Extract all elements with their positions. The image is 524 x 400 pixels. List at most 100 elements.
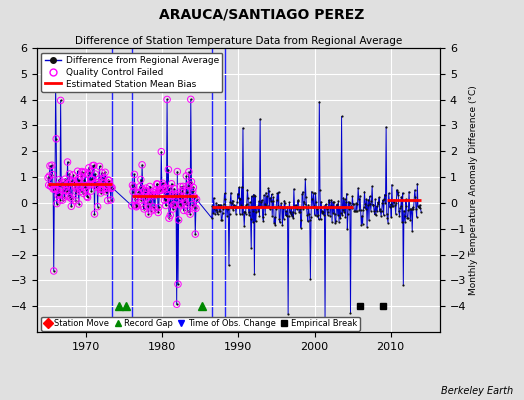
Point (132, 204, 140, 210)
Point (100, 179, 108, 186)
Point (388, 182, 396, 188)
Point (166, 185, 174, 192)
Point (329, 210, 337, 216)
Point (56, 197, 64, 203)
Point (340, 209, 348, 215)
Point (264, 185, 272, 191)
Text: Berkeley Earth: Berkeley Earth (441, 386, 514, 396)
Point (158, 187, 166, 193)
Point (353, 207, 361, 214)
Y-axis label: Monthly Temperature Anomaly Difference (°C): Monthly Temperature Anomaly Difference (… (469, 85, 478, 295)
Point (178, 187, 187, 194)
Point (332, 203, 341, 210)
Point (192, 205, 200, 212)
Point (134, 194, 142, 200)
Point (99, 186, 107, 193)
Point (282, 208, 290, 215)
Point (231, 204, 239, 210)
Point (57, 97, 65, 104)
Point (99, 176, 107, 183)
Point (250, 271, 259, 277)
Point (44, 174, 52, 181)
Point (85, 181, 94, 188)
Point (388, 202, 397, 209)
Point (74, 201, 83, 207)
Point (236, 210, 244, 217)
Point (234, 190, 242, 197)
Point (178, 194, 186, 201)
Point (337, 113, 346, 120)
Point (183, 208, 192, 214)
Point (233, 203, 241, 210)
Point (374, 199, 382, 206)
Point (61, 176, 69, 182)
Point (256, 116, 264, 122)
Point (150, 192, 158, 199)
Point (134, 189, 143, 196)
Point (189, 188, 197, 194)
Point (77, 188, 85, 195)
Point (336, 214, 344, 221)
Point (83, 193, 91, 200)
Point (328, 219, 336, 225)
Point (270, 214, 279, 221)
Point (181, 199, 189, 205)
Point (167, 199, 175, 205)
Point (73, 168, 82, 174)
Point (180, 197, 189, 204)
Point (213, 209, 221, 215)
Point (163, 192, 172, 199)
Point (100, 174, 108, 181)
Point (54, 177, 63, 183)
Point (375, 194, 384, 201)
Point (293, 206, 301, 212)
Point (269, 194, 278, 200)
Point (100, 174, 108, 181)
Point (144, 203, 152, 210)
Point (331, 210, 339, 217)
Point (140, 188, 149, 194)
Point (410, 197, 418, 204)
Point (316, 186, 324, 193)
Point (211, 211, 219, 218)
Point (162, 196, 171, 202)
Point (152, 187, 160, 193)
Point (177, 183, 185, 190)
Point (135, 190, 143, 196)
Point (82, 182, 91, 189)
Point (148, 189, 157, 195)
Point (281, 200, 289, 207)
Point (60, 179, 68, 186)
Point (222, 205, 230, 212)
Point (183, 208, 192, 214)
Point (102, 184, 111, 190)
Point (80, 184, 88, 190)
Point (302, 194, 310, 200)
Point (62, 184, 70, 190)
Point (184, 168, 193, 175)
Point (169, 206, 177, 212)
Point (172, 301, 181, 308)
Point (187, 178, 195, 185)
Point (58, 197, 67, 203)
Point (373, 208, 381, 214)
Point (177, 183, 185, 190)
Point (389, 197, 398, 204)
Point (396, 205, 405, 211)
Point (367, 207, 375, 214)
Point (63, 187, 71, 194)
Point (383, 215, 391, 221)
Point (189, 184, 198, 191)
Point (75, 176, 84, 183)
Point (149, 192, 158, 198)
Point (106, 183, 114, 190)
Point (291, 202, 300, 208)
Point (92, 184, 101, 190)
Point (64, 180, 72, 187)
Point (180, 197, 189, 204)
Point (344, 211, 352, 217)
Point (172, 193, 180, 199)
Point (129, 184, 138, 190)
Point (326, 203, 335, 209)
Point (64, 193, 73, 199)
